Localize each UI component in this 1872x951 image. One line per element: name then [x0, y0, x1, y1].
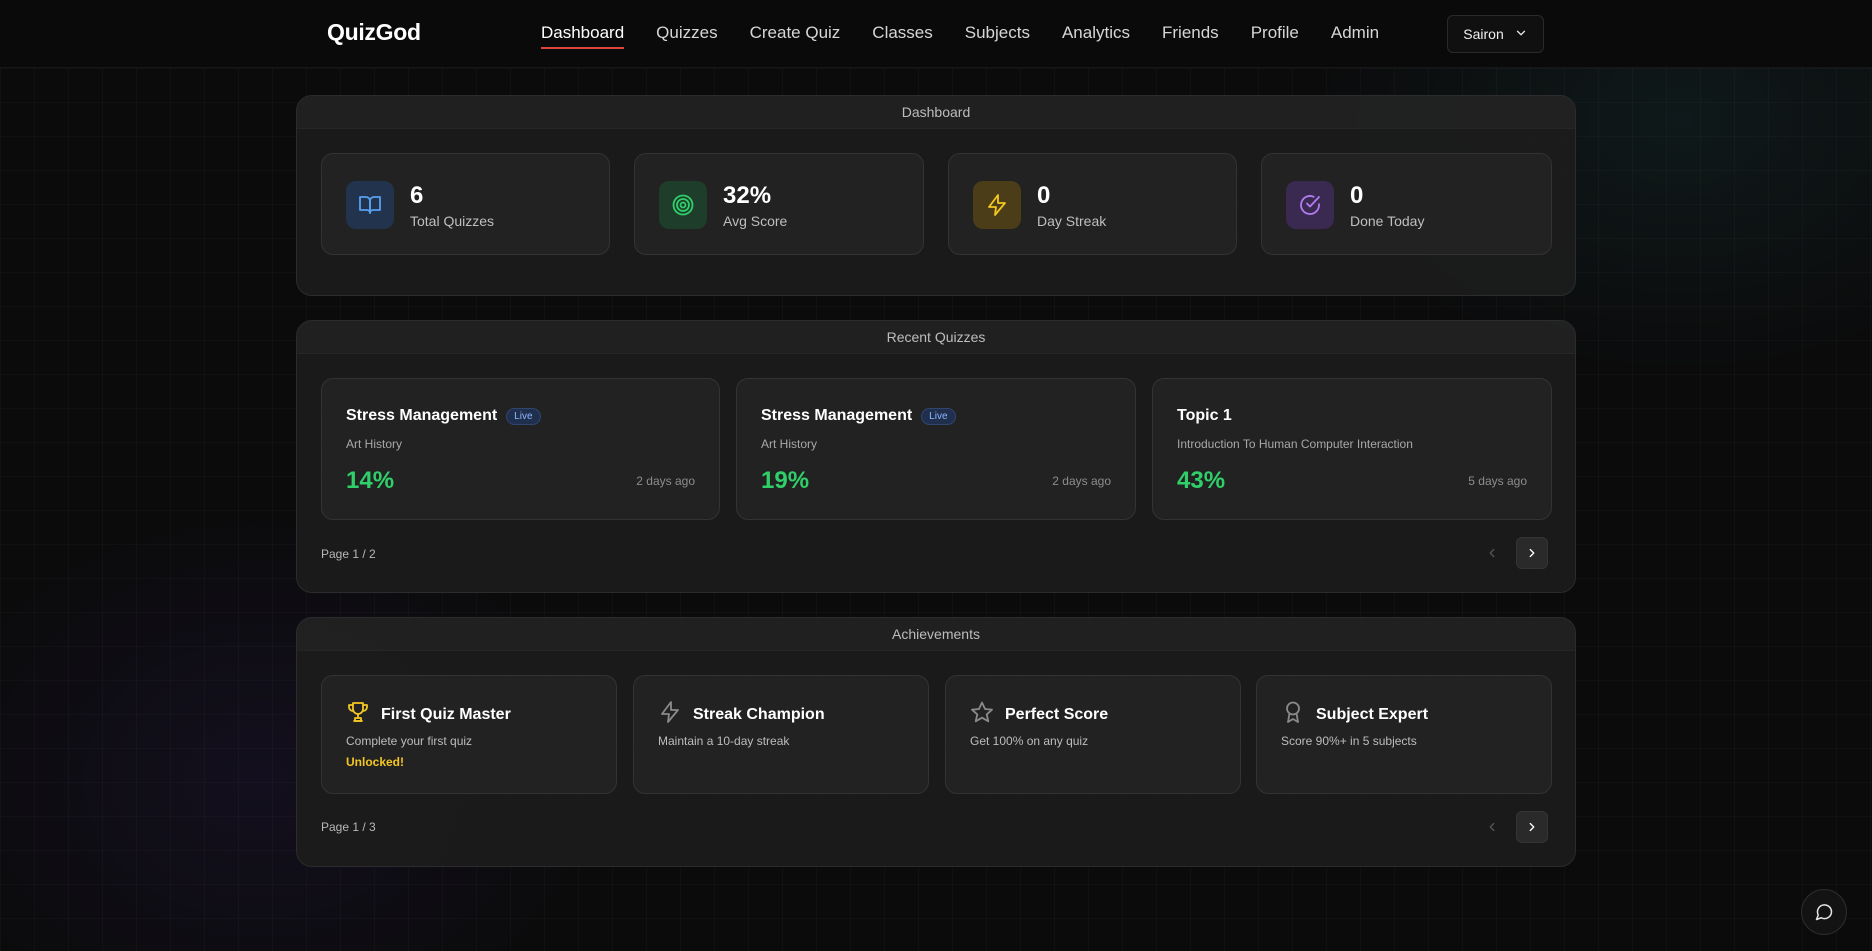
book-open-icon: [346, 181, 394, 229]
prev-page-button[interactable]: [1476, 537, 1508, 569]
stat-value: 32%: [723, 182, 772, 209]
achievement-card: Subject Expert Score 90%+ in 5 subjects: [1256, 675, 1552, 794]
stat-label: Total Quizzes: [410, 213, 495, 229]
chevron-left-icon: [1489, 822, 1495, 832]
achievement-header: Streak Champion: [658, 700, 825, 729]
achievement-desc: Get 100% on any quiz: [970, 734, 1089, 748]
page-indicator: Page 1 / 3: [321, 820, 376, 834]
nav-item-analytics[interactable]: Analytics: [1061, 23, 1130, 42]
dashboard-section: Dashboard 6 Total Quizzes 32% Avg Score …: [296, 95, 1576, 296]
quiz-title: Stress Management: [346, 407, 498, 424]
nav-item-dashboard[interactable]: Dashboard: [541, 23, 625, 49]
quiz-score: 14%: [346, 467, 395, 494]
stat-value: 0: [1037, 182, 1051, 209]
achievements-section: Achievements First Quiz Master Complete …: [296, 617, 1576, 867]
achievement-desc: Maintain a 10-day streak: [658, 734, 790, 748]
achievement-card: Streak Champion Maintain a 10-day streak: [633, 675, 929, 794]
quiz-title-row: Stress Management Live: [761, 407, 956, 425]
quiz-subject: Introduction To Human Computer Interacti…: [1177, 437, 1413, 451]
achievement-card: First Quiz Master Complete your first qu…: [321, 675, 617, 794]
star-icon: [970, 700, 994, 729]
chevron-down-icon: [1514, 26, 1528, 43]
user-menu-button[interactable]: Sairon: [1447, 15, 1544, 53]
stat-card-done-today: 0 Done Today: [1261, 153, 1552, 255]
live-badge: Live: [506, 407, 541, 425]
chat-bubble-icon: [1815, 904, 1833, 921]
quiz-card[interactable]: Stress Management Live Art History 19% 2…: [736, 378, 1136, 520]
quiz-score: 43%: [1177, 467, 1226, 494]
achievement-title: Perfect Score: [1005, 705, 1109, 723]
nav-item-classes[interactable]: Classes: [872, 23, 933, 42]
stat-label: Done Today: [1350, 213, 1425, 229]
trophy-icon: [346, 700, 370, 729]
check-circle-icon: [1286, 181, 1334, 229]
quiz-title: Stress Management: [761, 407, 913, 424]
lightning-icon: [658, 700, 682, 729]
stat-card-day-streak: 0 Day Streak: [948, 153, 1237, 255]
quiz-card[interactable]: Stress Management Live Art History 14% 2…: [321, 378, 720, 520]
quiz-timestamp: 2 days ago: [1052, 474, 1111, 488]
quiz-timestamp: 2 days ago: [636, 474, 695, 488]
achievement-card: Perfect Score Get 100% on any quiz: [945, 675, 1241, 794]
page-indicator: Page 1 / 2: [321, 547, 376, 561]
chevron-right-icon: [1529, 822, 1535, 832]
stat-card-avg-score: 32% Avg Score: [634, 153, 924, 255]
prev-page-button[interactable]: [1476, 811, 1508, 843]
achievement-desc: Complete your first quiz: [346, 734, 473, 748]
stat-value: 0: [1350, 182, 1364, 209]
live-badge: Live: [921, 407, 956, 425]
achievement-desc: Score 90%+ in 5 subjects: [1281, 734, 1417, 748]
quiz-subject: Art History: [346, 437, 403, 451]
quiz-title: Topic 1: [1177, 407, 1232, 424]
quiz-card[interactable]: Topic 1 Introduction To Human Computer I…: [1152, 378, 1552, 520]
chevron-left-icon: [1489, 548, 1495, 558]
next-page-button[interactable]: [1516, 811, 1548, 843]
main-nav: Dashboard Quizzes Create Quiz Classes Su…: [541, 23, 1379, 49]
quiz-title-row: Topic 1: [1177, 407, 1232, 425]
stat-value: 6: [410, 182, 424, 209]
chevron-right-icon: [1529, 548, 1535, 558]
user-name: Sairon: [1463, 26, 1504, 42]
achievement-header: First Quiz Master: [346, 700, 511, 729]
achievement-header: Subject Expert: [1281, 700, 1428, 729]
app-logo[interactable]: QuizGod: [327, 19, 421, 45]
nav-item-subjects[interactable]: Subjects: [964, 23, 1030, 42]
quiz-timestamp: 5 days ago: [1468, 474, 1527, 488]
next-page-button[interactable]: [1516, 537, 1548, 569]
section-title: Recent Quizzes: [297, 321, 1575, 354]
stat-label: Avg Score: [723, 213, 788, 229]
top-navbar: QuizGod Dashboard Quizzes Create Quiz Cl…: [0, 0, 1872, 68]
section-title: Dashboard: [297, 96, 1575, 129]
achievement-title: Subject Expert: [1316, 705, 1429, 723]
nav-item-quizzes[interactable]: Quizzes: [656, 23, 718, 42]
section-title: Achievements: [297, 618, 1575, 651]
nav-item-admin[interactable]: Admin: [1330, 23, 1380, 42]
achievement-title: First Quiz Master: [381, 705, 511, 723]
achievement-title: Streak Champion: [693, 705, 825, 723]
quiz-title-row: Stress Management Live: [346, 407, 541, 425]
quiz-subject: Art History: [761, 437, 818, 451]
nav-item-friends[interactable]: Friends: [1162, 23, 1219, 42]
nav-item-create-quiz[interactable]: Create Quiz: [749, 23, 841, 42]
lightning-icon: [973, 181, 1021, 229]
achievement-status: Unlocked!: [346, 755, 405, 769]
stat-card-total-quizzes: 6 Total Quizzes: [321, 153, 610, 255]
achievement-header: Perfect Score: [970, 700, 1108, 729]
recent-quizzes-section: Recent Quizzes Stress Management Live Ar…: [296, 320, 1576, 593]
nav-item-profile[interactable]: Profile: [1250, 23, 1299, 42]
quiz-score: 19%: [761, 467, 810, 494]
award-icon: [1281, 700, 1305, 729]
stat-label: Day Streak: [1037, 213, 1107, 229]
chat-button[interactable]: [1801, 889, 1847, 935]
target-icon: [659, 181, 707, 229]
